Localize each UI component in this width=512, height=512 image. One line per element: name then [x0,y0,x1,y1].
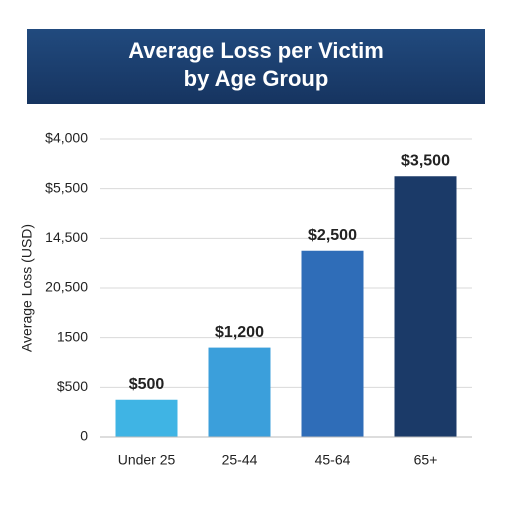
bar [208,347,271,437]
data-label: $3,500 [401,152,450,169]
x-tick-label: 65+ [414,452,438,468]
data-label: $1,200 [215,324,264,341]
x-tick-label: Under 25 [118,452,176,468]
bar [115,399,178,437]
title-banner [27,29,485,104]
chart-title: by Age Group [184,66,329,91]
y-tick-label: $500 [57,378,88,394]
data-label: $500 [129,376,165,393]
data-label: $2,500 [308,227,357,244]
y-tick-label: 20,500 [45,279,88,295]
y-tick-label: $5,500 [45,179,88,195]
x-tick-label: 45-64 [315,452,351,468]
chart-title: Average Loss per Victim [128,38,384,63]
y-tick-label: 0 [80,428,88,444]
y-tick-label: $4,000 [45,130,88,146]
x-tick-label: 25-44 [222,452,258,468]
y-axis-label: Average Loss (USD) [19,224,35,352]
bar [394,176,457,437]
bar [301,250,364,437]
y-tick-label: 1500 [57,328,88,344]
y-tick-label: 14,500 [45,229,88,245]
